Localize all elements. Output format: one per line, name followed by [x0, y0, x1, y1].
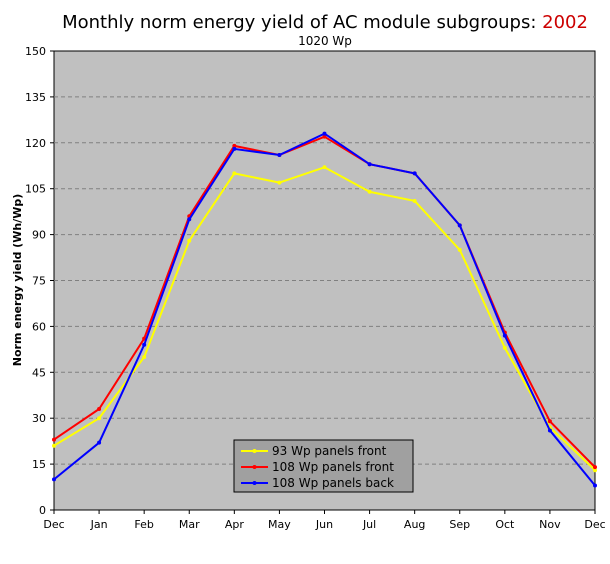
series-2 [52, 131, 597, 488]
data-point [232, 146, 237, 151]
data-point [593, 465, 597, 470]
x-tick-label: Sep [449, 518, 470, 531]
data-point [52, 477, 56, 482]
series-0 [52, 165, 597, 473]
data-point [502, 333, 507, 338]
y-tick-label: 120 [25, 137, 46, 150]
x-tick-label: Jun [315, 518, 333, 531]
data-point [457, 247, 462, 252]
data-point [97, 416, 102, 421]
data-point [232, 171, 237, 176]
legend-entries: 93 Wp panels front 108 Wp panels front 108… [241, 444, 394, 490]
legend-marker [252, 481, 257, 485]
y-tick-label: 15 [32, 458, 46, 471]
legend-entry: 108 Wp panels back [241, 476, 394, 490]
series-lines [52, 131, 597, 488]
grid-lines [54, 96, 595, 465]
data-point [457, 223, 462, 228]
x-tick-label: Feb [134, 518, 153, 531]
data-point [412, 198, 417, 203]
x-tick-label: May [268, 518, 291, 531]
data-point [97, 407, 102, 412]
y-tick-label: 135 [25, 91, 46, 104]
data-point [322, 165, 327, 170]
data-point [367, 189, 372, 194]
data-point [52, 443, 56, 448]
data-point [142, 342, 147, 347]
x-tick-label: Nov [539, 518, 561, 531]
x-tick-label: Oct [495, 518, 515, 531]
legend-marker [252, 449, 257, 453]
x-tick-label: Dec [584, 518, 605, 531]
data-point [142, 355, 147, 359]
y-axis: 0 15 30 45 60 75 90 105 120 135 150 [25, 45, 54, 517]
data-point [187, 217, 192, 222]
y-axis-label: Norm energy yield (Wh/Wp) [11, 194, 24, 366]
chart-title-year: 2002 [542, 12, 588, 33]
x-tick-label: Mar [179, 518, 200, 531]
data-point [593, 468, 597, 473]
data-point [547, 428, 552, 433]
x-tick-label: Apr [225, 518, 245, 531]
data-point [277, 153, 282, 158]
data-point [97, 440, 102, 445]
x-tick-label: Aug [404, 518, 425, 531]
x-tick-label: Jul [362, 518, 376, 531]
chart-title: Monthly norm energy yield of AC module s… [62, 12, 588, 33]
y-tick-label: 90 [32, 229, 46, 242]
legend-label: 93 Wp panels front [272, 444, 387, 458]
legend: 93 Wp panels front 108 Wp panels front 108… [233, 439, 414, 493]
data-point [412, 171, 417, 176]
data-point [322, 131, 327, 136]
data-point [593, 483, 597, 488]
data-point [502, 345, 507, 350]
data-point [187, 238, 192, 243]
x-tick-label: Dec [43, 518, 64, 531]
y-tick-label: 60 [32, 320, 46, 333]
data-point [322, 134, 327, 139]
y-tick-label: 105 [25, 183, 46, 196]
data-point [277, 180, 282, 185]
data-point [52, 437, 56, 442]
chart-subtitle: 1020 Wp [298, 34, 352, 48]
data-point [547, 419, 552, 424]
legend-label: 108 Wp panels back [272, 476, 394, 490]
legend-entry: 108 Wp panels front [241, 460, 394, 474]
data-point [232, 143, 237, 148]
data-point [367, 162, 372, 167]
y-tick-label: 45 [32, 366, 46, 379]
legend-marker [252, 465, 257, 469]
legend-entry: 93 Wp panels front [241, 444, 387, 458]
x-axis: Dec Jan Feb Mar Apr May Jun Jul Aug Sep Oct Nov Dec [43, 510, 606, 531]
x-tick-label: Jan [90, 518, 108, 531]
y-tick-label: 30 [32, 412, 46, 425]
legend-label: 108 Wp panels front [272, 460, 394, 474]
chart-title-main: Monthly norm energy yield of AC module s… [62, 12, 542, 33]
y-tick-label: 0 [39, 504, 46, 517]
y-tick-label: 75 [32, 275, 46, 288]
y-tick-label: 150 [25, 45, 46, 58]
